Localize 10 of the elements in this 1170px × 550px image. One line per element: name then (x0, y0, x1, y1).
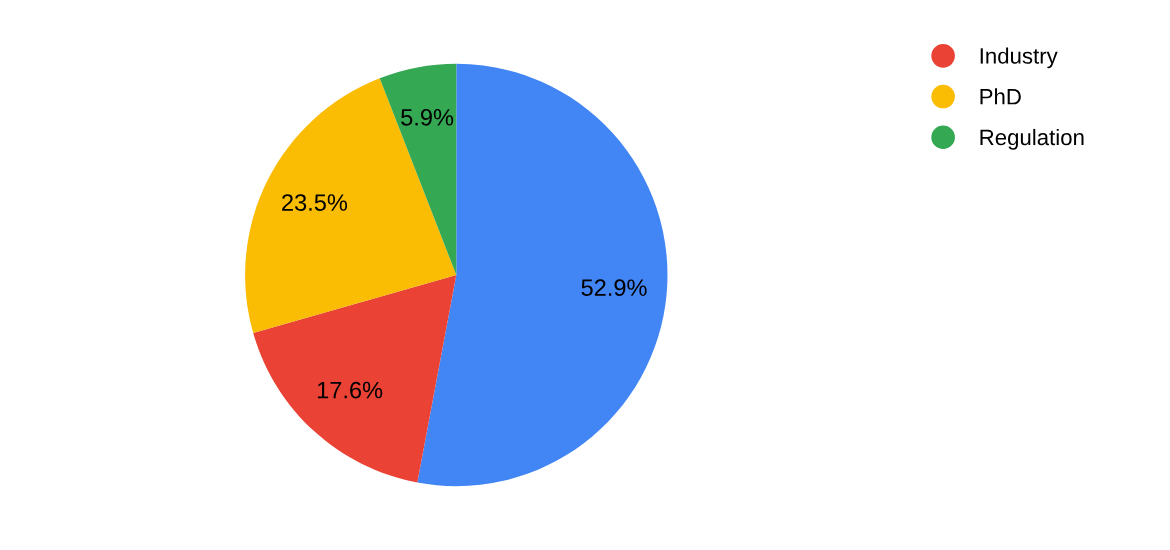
legend-label: Industry (980, 47, 1058, 69)
pie-slice (379, 63, 457, 275)
data-label: 23.5% (282, 194, 348, 211)
data-label: 5.9% (401, 108, 454, 126)
data-label: 52.9% (581, 279, 647, 297)
pie-slice (245, 78, 457, 334)
legend-label: PhD (980, 88, 1021, 105)
data-label: 17.6% (317, 381, 383, 399)
legend-label: Regulation (980, 128, 1084, 150)
pie-slice (253, 275, 457, 483)
